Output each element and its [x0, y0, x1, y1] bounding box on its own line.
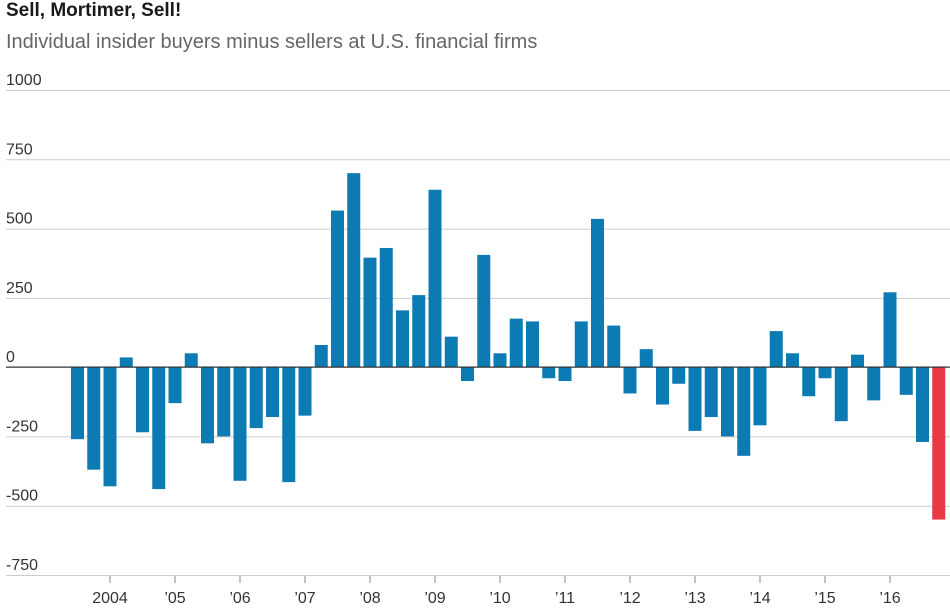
- bar: [444, 336, 458, 368]
- y-tick-label: 250: [6, 280, 33, 297]
- bar: [639, 349, 653, 368]
- bar: [266, 367, 279, 418]
- bar: [867, 367, 881, 401]
- bar: [103, 367, 117, 487]
- bar: [851, 354, 864, 368]
- bar-highlight: [932, 367, 946, 520]
- bar: [834, 367, 848, 422]
- bar: [249, 367, 263, 429]
- bar: [899, 367, 913, 395]
- y-tick-label: 0: [6, 349, 15, 366]
- y-tick-label: -750: [6, 557, 38, 574]
- bar: [461, 367, 474, 381]
- bar: [737, 367, 751, 456]
- bar: [168, 367, 182, 404]
- bar: [71, 367, 84, 440]
- bar: [477, 254, 491, 368]
- y-tick-label: 500: [6, 211, 33, 228]
- bar: [607, 325, 621, 368]
- gridlines: [6, 90, 950, 576]
- bar: [753, 367, 767, 426]
- bar: [883, 292, 897, 368]
- bar: [591, 218, 604, 368]
- bar: [818, 367, 832, 379]
- x-tick-label: ’13: [684, 590, 705, 607]
- bar: [412, 295, 426, 368]
- bar: [217, 367, 231, 437]
- y-axis-tick-labels: 1000 750 500 250 0 -250 -500 -750: [6, 72, 42, 574]
- bar: [184, 353, 198, 368]
- bar: [363, 257, 377, 368]
- bar: [526, 321, 539, 368]
- chart-title: Sell, Mortimer, Sell!: [6, 0, 182, 21]
- x-tick-label: ’07: [294, 590, 315, 607]
- y-tick-label: 1000: [6, 72, 42, 89]
- x-tick-label: ’16: [879, 590, 900, 607]
- bar: [802, 367, 816, 397]
- bar: [509, 318, 523, 368]
- chart-subtitle: Individual insider buyers minus sellers …: [6, 31, 538, 53]
- bar: [119, 357, 133, 368]
- bars: [71, 173, 946, 520]
- x-tick-label: ’11: [555, 590, 575, 607]
- bar: [688, 367, 702, 431]
- bar: [298, 367, 312, 416]
- bar: [916, 367, 929, 442]
- bar: [347, 173, 361, 368]
- bar: [493, 353, 507, 368]
- bar: [201, 367, 214, 444]
- bar: [574, 321, 588, 368]
- bar: [152, 367, 166, 490]
- bar: [542, 367, 556, 379]
- x-tick-label: ’05: [164, 590, 185, 607]
- x-tick-label: ’09: [424, 590, 445, 607]
- bar: [331, 210, 344, 368]
- bar: [672, 367, 686, 384]
- y-tick-label: -250: [6, 418, 38, 435]
- x-tick-label: ’10: [489, 590, 510, 607]
- x-tick-label: ’06: [229, 590, 250, 607]
- bar: [704, 367, 718, 418]
- x-tick-label: ’14: [749, 590, 770, 607]
- x-tick-label: ’15: [814, 590, 835, 607]
- bar: [282, 367, 296, 483]
- bar: [87, 367, 101, 470]
- y-tick-label: 750: [6, 141, 33, 158]
- x-tick-label: ’12: [619, 590, 640, 607]
- bar: [623, 367, 637, 394]
- x-tick-label: ’08: [359, 590, 380, 607]
- bar: [558, 367, 572, 381]
- x-tick-label: 2004: [92, 590, 128, 607]
- bar: [136, 367, 149, 433]
- bar: [233, 367, 247, 481]
- bar: [314, 344, 328, 368]
- bar: [656, 367, 669, 405]
- bar: [428, 189, 442, 368]
- bar: [786, 353, 799, 368]
- bar: [379, 247, 393, 368]
- bar: [721, 367, 734, 437]
- bar: [396, 310, 409, 368]
- bar: [769, 331, 783, 368]
- y-tick-label: -500: [6, 488, 38, 505]
- x-axis-tick-labels: 2004 ’05 ’06 ’07 ’08 ’09 ’10 ’11 ’12 ’13 ’14 ’15 ’16: [92, 576, 901, 607]
